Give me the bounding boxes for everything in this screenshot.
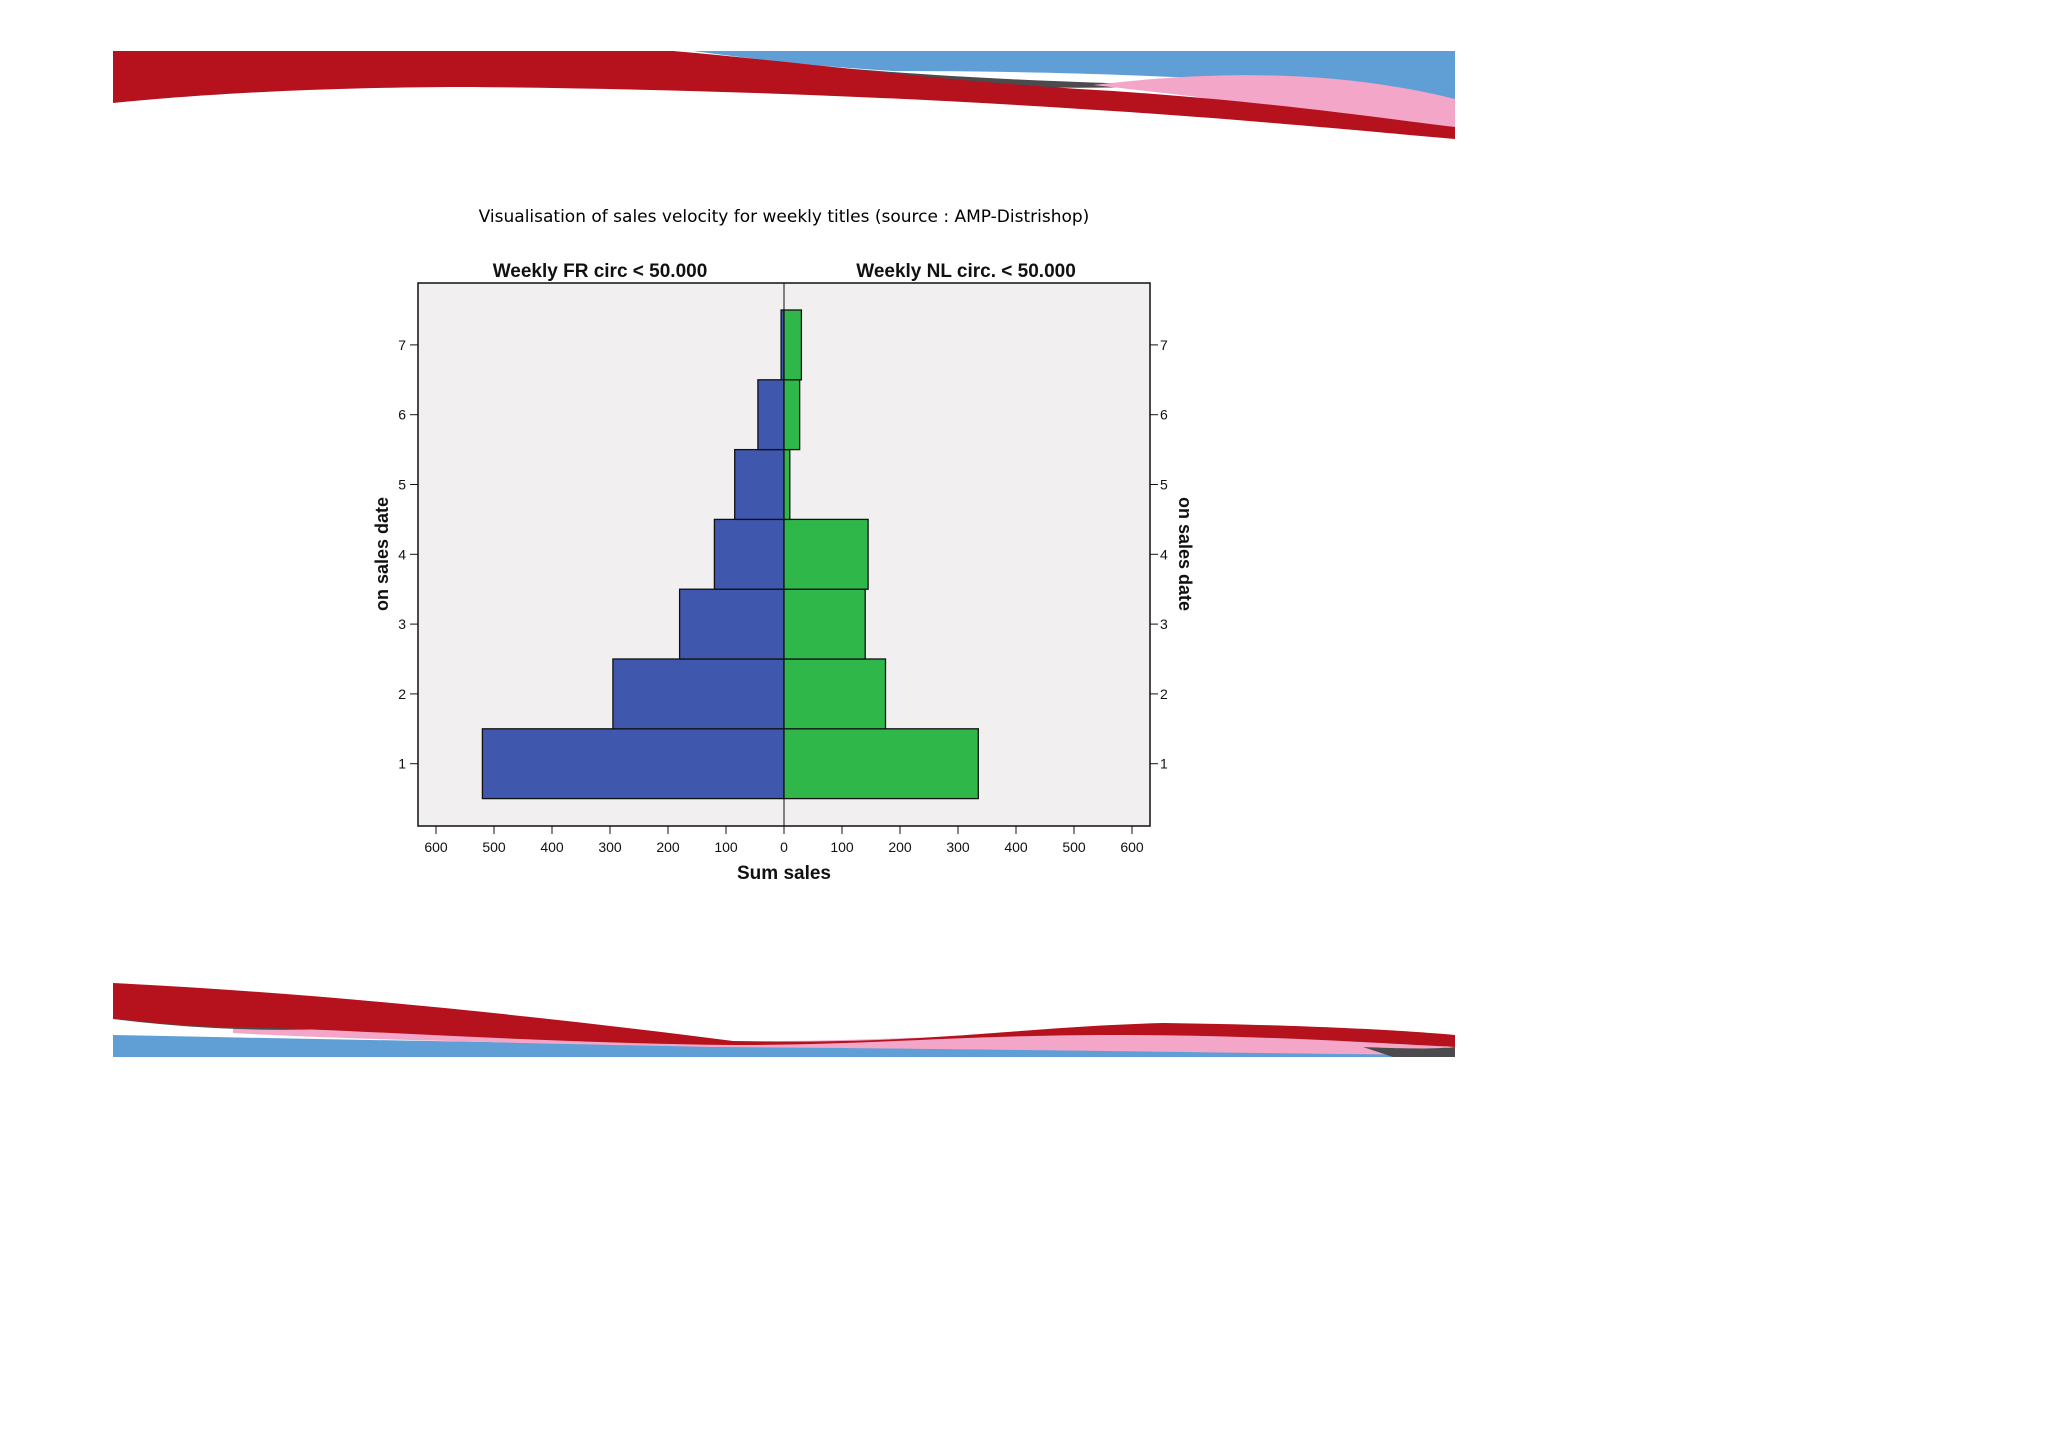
- banner-red-band: [113, 983, 1455, 1047]
- y-tick-label-left: 5: [398, 477, 406, 493]
- y-tick-label-left: 7: [398, 337, 406, 353]
- y-axis-label-right: on sales date: [1175, 497, 1195, 611]
- y-tick-label-left: 1: [398, 756, 406, 772]
- bar-left-5: [734, 448, 785, 521]
- bar-left-1: [481, 728, 785, 800]
- slide-title: Visualisation of sales velocity for week…: [478, 207, 1090, 227]
- bar-left-2: [612, 658, 785, 730]
- pyramid-chart: Weekly FR circ < 50.000 Weekly NL circ. …: [372, 261, 1195, 884]
- bar-right-3: [783, 588, 866, 660]
- bar-left-3: [678, 588, 785, 660]
- x-tick-label: 100: [714, 839, 738, 855]
- bar-left-6: [757, 379, 785, 451]
- y-tick-label-right: 2: [1160, 686, 1168, 702]
- x-axis-label: Sum sales: [737, 863, 831, 884]
- y-tick-label-left: 2: [398, 686, 406, 702]
- bar-right-1: [783, 728, 979, 800]
- x-tick-label: 400: [540, 839, 564, 855]
- right-series-title: Weekly NL circ. < 50.000: [856, 261, 1076, 282]
- y-tick-label-right: 6: [1160, 407, 1168, 423]
- x-tick-label: 300: [946, 839, 970, 855]
- bar-right-7: [783, 309, 803, 381]
- y-tick-label-right: 7: [1160, 337, 1168, 353]
- y-tick-label-right: 1: [1160, 756, 1168, 772]
- x-tick-label: 600: [424, 839, 448, 855]
- x-tick-label: 600: [1120, 839, 1144, 855]
- banner-blue-band: [693, 51, 1455, 101]
- y-tick-label-right: 3: [1160, 616, 1168, 632]
- y-tick-label-left: 6: [398, 407, 406, 423]
- bottom-banner: [113, 983, 1455, 1057]
- y-tick-label-right: 5: [1160, 477, 1168, 493]
- bar-left-4: [713, 518, 785, 590]
- y-tick-label-left: 4: [398, 546, 406, 562]
- y-axis-label-left: on sales date: [372, 497, 392, 611]
- y-tick-label-right: 4: [1160, 546, 1168, 562]
- bar-right-5: [783, 448, 791, 521]
- x-tick-label: 200: [656, 839, 680, 855]
- left-series-title: Weekly FR circ < 50.000: [493, 261, 708, 282]
- x-tick-label: 500: [1062, 839, 1086, 855]
- x-tick-label: 400: [1004, 839, 1028, 855]
- x-tick-label: 200: [888, 839, 912, 855]
- bar-right-2: [783, 658, 887, 730]
- bar-right-4: [783, 518, 869, 590]
- top-banner: [113, 51, 1455, 139]
- x-tick-label: 300: [598, 839, 622, 855]
- x-tick-label: 500: [482, 839, 506, 855]
- bar-right-6: [783, 379, 801, 451]
- y-tick-label-left: 3: [398, 616, 406, 632]
- banner-red-band: [113, 51, 1455, 139]
- x-tick-label: 0: [780, 839, 788, 855]
- x-tick-label: 100: [830, 839, 854, 855]
